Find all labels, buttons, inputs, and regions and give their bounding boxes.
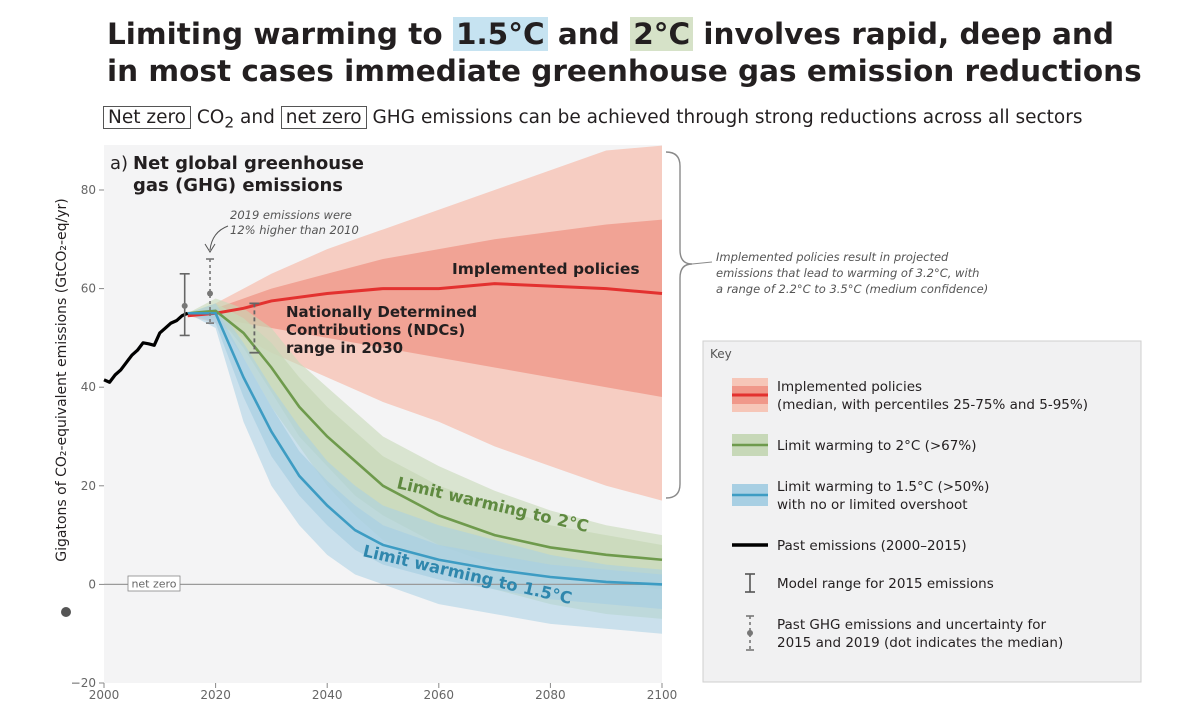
title-highlight-1-5c: 1.5°C	[452, 17, 548, 51]
past-emissions-line	[103, 311, 189, 384]
brace-note-line: emissions that lead to warming of 3.2°C,…	[716, 266, 979, 280]
x-axis-ticks: 2000 2020 2040 2060 2080 2100	[89, 683, 678, 702]
one-five-median-line	[187, 311, 663, 586]
net-zero-box-1: Net zero	[103, 106, 191, 129]
title-highlight-2c: 2°C	[630, 17, 694, 51]
subtitle-and: and	[234, 107, 281, 128]
implemented-median-line	[187, 282, 663, 318]
x-tick-label: 2060	[424, 688, 455, 702]
legend-title: Key	[710, 347, 732, 361]
ndc-label-line3: range in 2030	[286, 339, 403, 357]
page-title: Limiting warming to 1.5°C and 2°C involv…	[107, 16, 1187, 90]
key-item-text: Past emissions (2000–2015)	[777, 538, 967, 554]
ndc-label-line1: Nationally Determined	[286, 303, 477, 321]
x-tick-label: 2040	[312, 688, 343, 702]
y-tick-label: 80	[81, 183, 96, 197]
title-line1-mid: and	[547, 17, 631, 51]
key-item-text: with no or limited overshoot	[777, 497, 968, 513]
net-zero-label-box: net zero	[127, 575, 181, 592]
key-uncertainty-dot	[747, 630, 753, 636]
two-deg-median-line	[187, 309, 663, 562]
key-item-text: Limit warming to 2°C (>67%)	[777, 438, 976, 454]
legend-background	[702, 340, 1142, 683]
y-tick-label: −20	[71, 676, 96, 690]
subtitle: Net zero CO2 and net zero GHG emissions …	[103, 104, 1193, 137]
range-markers	[179, 258, 260, 354]
x-tick-label: 2020	[200, 688, 231, 702]
title-line2: in most cases immediate greenhouse gas e…	[107, 54, 1142, 88]
brace-note-line: Implemented policies result in projected	[716, 250, 949, 264]
net-zero-box-2: net zero	[280, 106, 367, 129]
net-zero-label: net zero	[131, 578, 176, 591]
panel-label: a)	[110, 153, 128, 174]
scenario-bands	[187, 145, 662, 634]
x-tick-label: 2100	[647, 688, 678, 702]
scenario-median-lines	[103, 282, 663, 586]
chart-title-line1: Net global greenhouse	[133, 153, 364, 174]
annotation-2019-line1: 2019 emissions were	[230, 208, 352, 222]
title-line1-pre: Limiting warming to	[107, 17, 453, 51]
subtitle-co2-subscript: 2	[224, 113, 235, 132]
key-item-text: Limit warming to 1.5°C (>50%)	[777, 479, 989, 495]
brace-connector	[691, 261, 713, 265]
x-tick-label: 2080	[535, 688, 566, 702]
key-item-text: Past GHG emissions and uncertainty for	[777, 617, 1046, 633]
info-icon	[61, 607, 71, 617]
annotation-arrowhead	[204, 243, 216, 253]
y-axis-ticks: −20 0 20 40 60 80	[71, 183, 104, 690]
chart-title-line2: gas (GHG) emissions	[133, 175, 343, 196]
key-item-text: (median, with percentiles 25-75% and 5-9…	[777, 397, 1088, 413]
implemented-policies-label: Implemented policies	[452, 260, 640, 278]
y-tick-label: 0	[88, 577, 96, 591]
implemented-range-brace	[665, 151, 693, 499]
annotation-arrow	[209, 225, 229, 251]
y-tick-label: 20	[81, 479, 96, 493]
past-uncertainty-median-dot	[207, 290, 214, 297]
implemented-band-25-75	[187, 219, 662, 398]
y-tick-label: 40	[81, 380, 96, 394]
key-item-text: 2015 and 2019 (dot indicates the median)	[777, 635, 1063, 651]
legend-key: Key Implemented policies (median, with pe…	[702, 340, 1142, 683]
ndc-label-line2: Contributions (NDCs)	[286, 321, 465, 339]
one-five-band-25-75	[187, 308, 662, 610]
brace-note-line: a range of 2.2°C to 3.5°C (medium confid…	[716, 282, 988, 296]
annotation-2019-line2: 12% higher than 2010	[230, 223, 359, 237]
key-item-text: Implemented policies	[777, 379, 922, 395]
y-axis-label: Gigatons of CO₂-equivalent emissions (Gt…	[54, 198, 70, 562]
y-tick-label: 60	[81, 282, 96, 296]
subtitle-rest: GHG emissions can be achieved through st…	[366, 107, 1083, 128]
x-tick-label: 2000	[89, 688, 120, 702]
subtitle-co2: CO	[190, 107, 225, 128]
brace-note: Implemented policies result in projected…	[716, 250, 988, 296]
model-range-median-dot	[181, 302, 188, 309]
key-item-text: Model range for 2015 emissions	[777, 576, 994, 592]
title-line1-post: involves rapid, deep and	[693, 17, 1115, 51]
